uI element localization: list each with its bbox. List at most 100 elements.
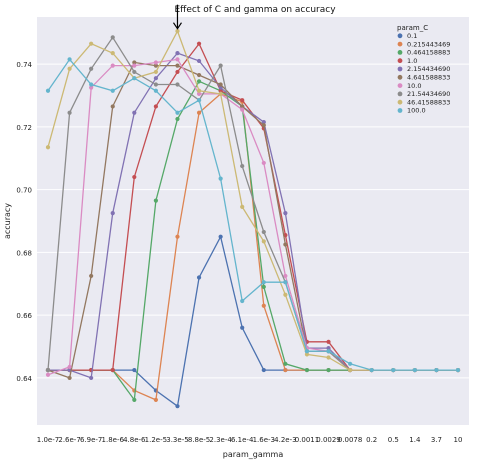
legend-item-label: 100.0 (407, 107, 426, 115)
data-point (153, 69, 158, 75)
x-tick-label: 10 (454, 436, 463, 444)
data-point (283, 280, 288, 285)
x-tick-label: 0.0011 (295, 436, 320, 444)
y-axis-label: accuracy (3, 203, 12, 239)
data-point (45, 88, 51, 93)
legend-marker (397, 91, 403, 97)
x-tick-label: 2.3e-4 (209, 436, 232, 444)
data-point (326, 367, 331, 373)
data-point (283, 361, 288, 366)
data-point (283, 242, 288, 247)
series-line (47, 58, 458, 371)
data-point (304, 367, 310, 373)
legend: param_C 0.10.2154434690.4641588831.02.15… (397, 24, 450, 115)
x-tick-label: 4.2e-3 (274, 436, 296, 444)
data-point (218, 88, 223, 93)
legend-item-label: 0.215443469 (407, 40, 450, 48)
grid-lines (37, 63, 469, 379)
legend-item-label: 4.641588833 (407, 74, 450, 82)
data-point (45, 145, 51, 150)
legend-marker (397, 83, 403, 88)
y-tick-label: 0.66 (16, 312, 32, 320)
data-point (153, 104, 158, 109)
legend-item-label: 10.0 (407, 82, 421, 90)
data-point (455, 367, 461, 373)
data-point (326, 349, 331, 354)
data-point (153, 63, 158, 68)
data-point (89, 66, 94, 71)
y-tick-label: 0.74 (16, 61, 32, 69)
x-tick-label: 6.1e-4 (231, 436, 254, 444)
data-point (45, 367, 51, 373)
data-point (175, 69, 180, 75)
data-point (261, 284, 266, 290)
data-point (240, 298, 245, 304)
data-point (196, 275, 202, 280)
data-point (132, 76, 137, 81)
data-point (153, 397, 158, 402)
data-point (67, 110, 72, 115)
data-point (326, 346, 331, 351)
data-point (304, 352, 310, 357)
data-point (153, 60, 158, 65)
data-point (175, 29, 180, 34)
data-point (153, 198, 158, 203)
data-point (196, 98, 202, 103)
data-point (132, 110, 137, 115)
x-tick-label: 8.8e-5 (188, 436, 210, 444)
data-point (261, 123, 266, 128)
y-tick-label: 0.72 (16, 124, 32, 132)
chart-title: Effect of C and gamma on accuracy (174, 5, 336, 15)
data-point (196, 58, 202, 64)
legend-marker (397, 99, 403, 105)
data-point (132, 60, 137, 65)
x-axis-ticks: 1.0e-7 2.6e-7 6.9e-7 1.8e-6 4.8e-6 1.2e-5 3.3e… (37, 436, 463, 444)
legend-marker (397, 50, 403, 55)
data-point (196, 79, 202, 84)
data-point (218, 91, 223, 96)
data-point (218, 176, 223, 181)
x-tick-label: 1.6e-3 (253, 436, 275, 444)
legend-title: param_C (397, 24, 428, 32)
data-point (132, 367, 137, 373)
data-point (110, 88, 115, 93)
legend-item-label: 46.41588833 (407, 98, 450, 106)
data-point (348, 367, 353, 373)
data-point (283, 211, 288, 216)
data-point (261, 160, 266, 166)
data-point (175, 50, 180, 56)
data-point (67, 57, 72, 62)
x-tick-label: 1.2e-5 (145, 436, 167, 444)
data-point (89, 85, 94, 90)
data-point (369, 367, 374, 373)
data-point (261, 367, 266, 373)
data-point (132, 69, 137, 75)
x-tick-label: 2.6e-7 (58, 436, 80, 444)
x-tick-label: 3.3e-5 (166, 436, 188, 444)
data-point (175, 116, 180, 122)
legend-item-label: 0.464158883 (407, 49, 450, 57)
data-point (175, 110, 180, 115)
x-tick-label: 0.5 (388, 436, 399, 444)
data-point (132, 174, 137, 180)
data-point (110, 50, 115, 56)
data-point (67, 66, 72, 71)
data-point (132, 63, 137, 68)
data-point (326, 355, 331, 360)
data-point (261, 239, 266, 244)
x-tick-label: 0.0029 (316, 436, 341, 444)
data-point (348, 361, 353, 366)
data-point (218, 234, 223, 239)
y-axis-ticks: 0.64 0.66 0.68 0.70 0.72 0.74 (16, 61, 32, 383)
data-point (89, 375, 94, 381)
data-point (89, 82, 94, 87)
data-point (261, 120, 266, 125)
data-point (434, 367, 439, 373)
data-point (153, 76, 158, 81)
data-point (412, 367, 417, 373)
data-point (45, 372, 51, 377)
data-point (240, 98, 245, 103)
y-tick-label: 0.70 (16, 187, 32, 195)
data-point (175, 57, 180, 62)
